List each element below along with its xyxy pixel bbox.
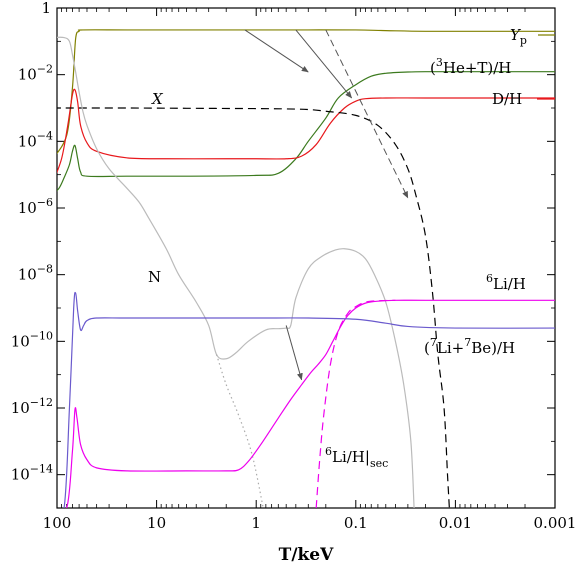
series-DH-line	[57, 88, 555, 174]
y-tick-label: 10−8	[18, 263, 53, 284]
label-N: N	[148, 268, 161, 286]
annotation-arrow	[244, 29, 309, 73]
curves	[57, 29, 555, 508]
series-Li6-line	[65, 299, 555, 508]
label-Li6: 6Li/H	[486, 272, 526, 293]
axis-ticks: 100 10 1 0.1 0.01 0.001 1 10−2 10−4 10−6 10−8 10−10…	[11, 0, 577, 532]
series-Yp-line	[57, 29, 555, 155]
y-tick-label: 10−4	[18, 129, 53, 150]
y-tick-label: 1	[41, 0, 51, 17]
x-tick-label: 1	[251, 514, 261, 532]
y-tick-label: 10−10	[11, 329, 53, 350]
y-tick-label: 10−6	[18, 196, 53, 217]
x-tick-label: 100	[43, 514, 72, 532]
label-Li6sec: 6Li/H|sec	[325, 445, 388, 470]
label-Li7Be7: (7Li+7Be)/H	[424, 336, 515, 357]
annotation-arrow	[325, 29, 409, 199]
series-Li7Be7-line	[63, 291, 555, 508]
x-tick-label: 0.01	[439, 514, 472, 532]
annotation-arrow	[295, 29, 353, 99]
x-tick-label: 0.1	[344, 514, 368, 532]
x-axis-title: T/keV	[279, 545, 334, 565]
series-labels: Yp (3He+T)/H D/H X N 6Li/H (7Li+7Be)/H 6Li/H|se…	[148, 26, 555, 470]
series-N-line	[57, 36, 415, 508]
annotation-arrow	[285, 325, 303, 381]
series-He3T-line	[57, 71, 555, 192]
y-tick-label: 10−14	[11, 463, 53, 484]
x-tick-label: 0.001	[534, 514, 577, 532]
x-tick-label: 10	[147, 514, 166, 532]
y-tick-label: 10−12	[11, 396, 53, 417]
series-X-line	[57, 107, 450, 508]
label-He3T: (3He+T)/H	[430, 56, 511, 77]
plot-frame	[56, 7, 556, 509]
label-Yp: Yp	[510, 26, 527, 47]
y-tick-label: 10−2	[18, 63, 53, 84]
series-Ndot-line	[215, 354, 264, 508]
label-X: X	[151, 90, 164, 108]
series-Li6sec-line	[315, 299, 396, 508]
label-DH: D/H	[492, 90, 522, 108]
annotation-arrows	[244, 29, 409, 381]
